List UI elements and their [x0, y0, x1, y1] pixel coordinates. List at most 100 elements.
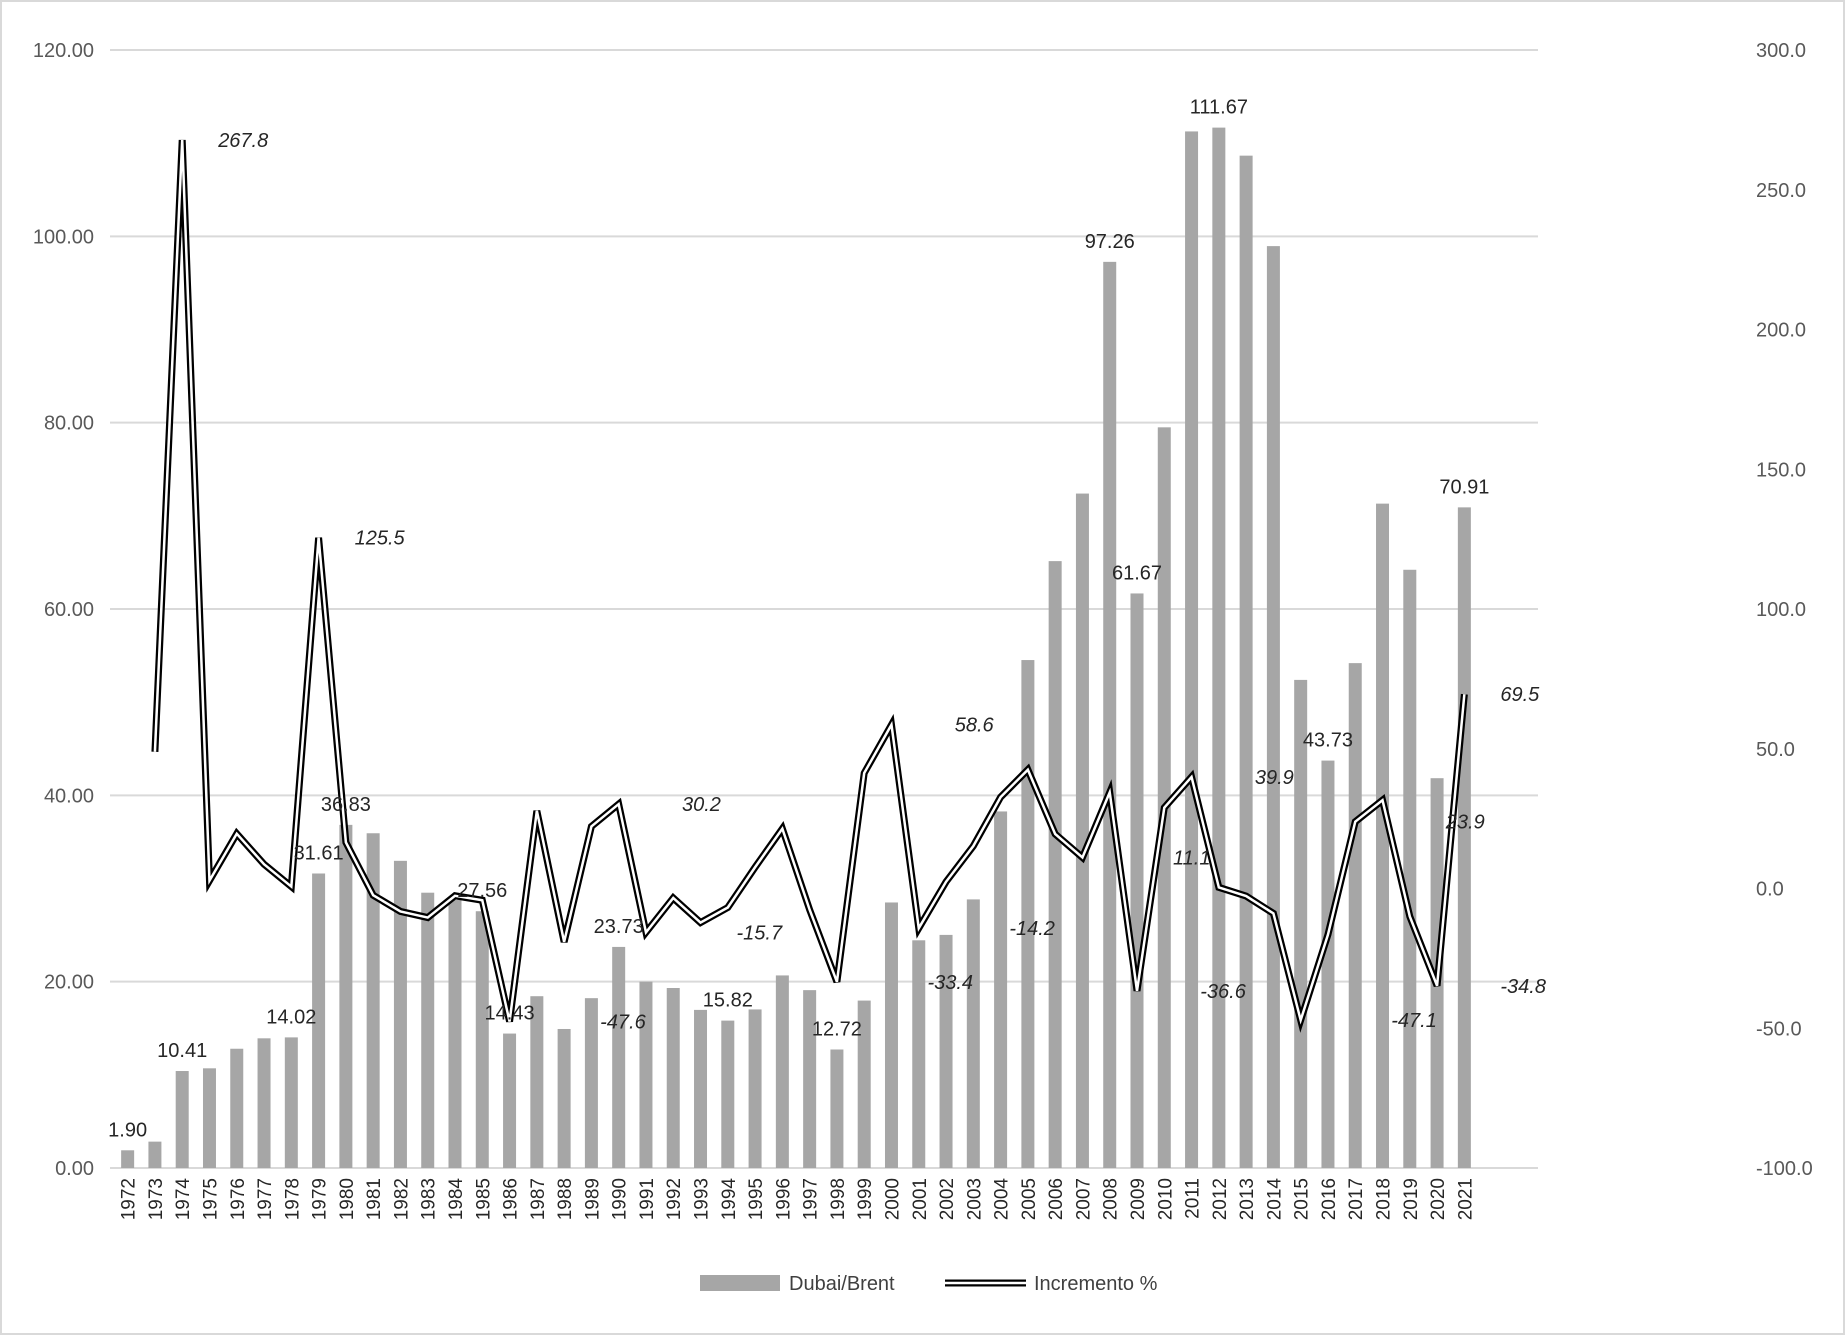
y-tick-label: 40.00: [44, 785, 94, 807]
bar-2014: [1266, 246, 1280, 1168]
x-tick-label: 2020: [1428, 1178, 1449, 1220]
bar-1975: [202, 1068, 216, 1168]
x-tick-label: 1983: [419, 1178, 440, 1220]
bar-1981: [366, 833, 380, 1168]
bar-2003: [966, 899, 980, 1168]
y2-tick-label: 100.0: [1756, 599, 1806, 621]
x-tick-label: 1993: [692, 1178, 713, 1220]
x-tick-label: 2010: [1155, 1178, 1176, 1220]
bar-1995: [748, 1009, 762, 1168]
bar-label-2012: 111.67: [1190, 97, 1248, 119]
bar-data-labels: 1.90 10.41 14.02 31.61 36.83 27.56 14.43 23.73 1…: [108, 97, 1489, 1142]
bar-2011: [1185, 131, 1199, 1168]
y2-tick-label: 0.0: [1756, 879, 1784, 901]
x-tick-label: 2018: [1374, 1178, 1395, 1220]
bar-2021: [1457, 507, 1471, 1168]
line-label: -47.1: [1391, 1010, 1437, 1032]
x-tick-label: 1989: [582, 1178, 603, 1220]
x-tick-label: 2000: [882, 1178, 903, 1220]
bar-2008: [1103, 261, 1117, 1169]
bar-2010: [1157, 427, 1171, 1168]
legend-label-bar: Dubai/Brent: [789, 1273, 895, 1295]
x-tick-label: 2011: [1183, 1178, 1204, 1219]
y2-tick-label: -100.0: [1756, 1158, 1813, 1180]
bar-label-2009: 61.67: [1112, 562, 1162, 584]
x-tick-label: 2006: [1046, 1178, 1067, 1220]
bar-1972: [121, 1150, 135, 1168]
line-label: 58.6: [955, 715, 995, 737]
y2-tick-label: 50.0: [1756, 739, 1795, 761]
bar-series-dubai-brent: [121, 127, 1471, 1169]
x-tick-label: 1984: [446, 1178, 467, 1221]
x-tick-label: 1990: [610, 1178, 631, 1220]
x-tick-label: 2015: [1292, 1178, 1313, 1220]
x-axis-ticks: 1972 1973 1974 1975 1976 1977 1978 1979 1980 1981…: [119, 1178, 1477, 1221]
x-tick-label: 2008: [1101, 1178, 1122, 1220]
x-tick-label: 2017: [1346, 1178, 1367, 1220]
line-label: -33.4: [927, 972, 973, 994]
bar-2012: [1212, 127, 1226, 1169]
x-tick-label: 2013: [1237, 1178, 1258, 1220]
y2-tick-label: 150.0: [1756, 459, 1806, 481]
line-label: -34.8: [1500, 976, 1546, 998]
bar-1980: [339, 824, 353, 1168]
x-tick-label: 1985: [473, 1178, 494, 1220]
line-label: -14.2: [1009, 918, 1055, 940]
bar-2015: [1294, 679, 1308, 1168]
line-label: 69.5: [1500, 684, 1540, 706]
line-label: 23.9: [1445, 812, 1485, 834]
bar-1998: [830, 1049, 844, 1168]
bar-2001: [912, 940, 926, 1168]
legend-label-line: Incremento %: [1034, 1273, 1158, 1295]
left-axis-ticks: 0.00 20.00 40.00 60.00 80.00 100.00 120.00: [33, 40, 94, 1180]
bar-1988: [557, 1028, 571, 1168]
x-tick-label: 1994: [719, 1178, 740, 1221]
legend: Dubai/Brent Incremento %: [700, 1273, 1158, 1295]
x-tick-label: 2016: [1319, 1178, 1340, 1220]
y-tick-label: 120.00: [33, 40, 94, 62]
x-tick-label: 2012: [1210, 1178, 1231, 1220]
y-tick-label: 80.00: [44, 413, 94, 435]
y2-tick-label: 200.0: [1756, 320, 1806, 342]
bar-1994: [721, 1020, 735, 1168]
x-tick-label: 2004: [992, 1178, 1013, 1221]
bar-1977: [257, 1038, 271, 1168]
bar-label-2008: 97.26: [1085, 231, 1135, 253]
bar-2016: [1321, 760, 1335, 1168]
bar-1993: [694, 1009, 708, 1168]
y2-tick-label: 300.0: [1756, 40, 1806, 62]
x-tick-label: 1975: [200, 1178, 221, 1220]
bar-label-1994: 15.82: [703, 990, 753, 1012]
bar-2007: [1075, 493, 1089, 1168]
line-data-labels: 267.8 125.5 -47.6 30.2 -15.7 -33.4 58.6 -14.2 11…: [217, 130, 1546, 1034]
x-tick-label: 1979: [310, 1178, 331, 1220]
right-axis-ticks: -100.0 -50.0 0.0 50.0 100.0 150.0 200.0 250.0 30…: [1756, 40, 1813, 1180]
line-label: 11.1: [1173, 847, 1210, 869]
bar-2004: [994, 811, 1008, 1168]
bar-label-1974: 10.41: [157, 1040, 207, 1062]
line-label: -15.7: [737, 922, 783, 944]
bar-label-2021: 70.91: [1439, 476, 1489, 498]
y-tick-label: 20.00: [44, 972, 94, 994]
x-tick-label: 2009: [1128, 1178, 1149, 1220]
x-tick-label: 1981: [364, 1178, 385, 1220]
bar-label-1978: 14.02: [266, 1006, 316, 1028]
y-tick-label: 0.00: [55, 1158, 94, 1180]
bar-1985: [475, 911, 489, 1168]
line-series-incremento: [151, 139, 1468, 1033]
bar-label-1985: 27.56: [457, 880, 507, 902]
bar-1999: [857, 1000, 871, 1168]
bar-1986: [503, 1033, 517, 1168]
bar-label-1972: 1.90: [108, 1119, 147, 1141]
x-tick-label: 1988: [555, 1178, 576, 1220]
line-label: 125.5: [355, 528, 406, 550]
bar-1989: [584, 998, 598, 1168]
x-tick-label: 1998: [828, 1178, 849, 1220]
x-tick-label: 1977: [255, 1178, 276, 1220]
x-tick-label: 1974: [173, 1178, 194, 1221]
bar-1984: [448, 899, 462, 1168]
x-tick-label: 2014: [1264, 1178, 1285, 1221]
line-label: -36.6: [1200, 981, 1246, 1003]
